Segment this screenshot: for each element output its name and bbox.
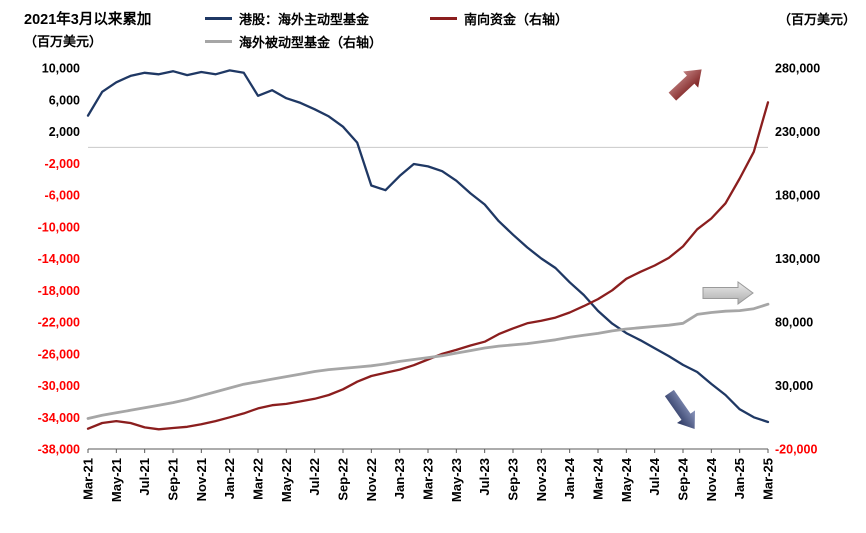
left-axis-label: 10,000 — [42, 62, 80, 76]
left-axis-label: -10,000 — [38, 220, 80, 234]
left-axis-label: -22,000 — [38, 316, 80, 330]
active-down-arrow — [664, 389, 696, 430]
x-axis-label: Jan-22 — [222, 458, 237, 499]
right-axis-label: 180,000 — [775, 189, 820, 203]
x-axis-label: Nov-21 — [194, 458, 209, 501]
right-axis-label: 280,000 — [775, 62, 820, 76]
x-axis-label: May-24 — [619, 457, 634, 502]
left-axis-label: 6,000 — [49, 93, 80, 107]
x-axis-label: Mar-23 — [421, 458, 436, 500]
x-axis-label: Sep-23 — [506, 458, 521, 501]
series-line-1 — [86, 101, 770, 431]
left-axis-label: -2,000 — [45, 157, 80, 171]
x-axis-label: Mar-22 — [251, 458, 266, 500]
passive-right-arrow — [702, 281, 754, 305]
series-line-0 — [86, 69, 770, 424]
left-axis-label: -14,000 — [38, 252, 80, 266]
southbound-up-arrow — [668, 69, 702, 101]
x-axis-label: Nov-23 — [534, 458, 549, 501]
x-axis-label: Nov-22 — [364, 458, 379, 501]
left-axis-label: -34,000 — [38, 411, 80, 425]
right-axis-label: 130,000 — [775, 252, 820, 266]
x-axis-label: Mar-25 — [761, 458, 776, 500]
x-axis-label: May-21 — [109, 458, 124, 502]
x-axis-label: Mar-24 — [591, 457, 606, 500]
x-axis-label: Jan-23 — [392, 458, 407, 499]
right-axis-label: 230,000 — [775, 125, 820, 139]
x-axis-label: Sep-22 — [336, 458, 351, 501]
x-axis-label: Jul-21 — [137, 458, 152, 496]
right-axis-label: -20,000 — [775, 443, 817, 457]
right-axis-unit-label: （百万美元） — [777, 12, 856, 27]
right-axis-label: 30,000 — [775, 379, 813, 393]
x-axis-label: Jul-23 — [477, 458, 492, 496]
left-axis-label: -18,000 — [38, 284, 80, 298]
x-axis-label: Jan-25 — [732, 458, 747, 499]
left-axis-label: -6,000 — [45, 189, 80, 203]
chart-title: 2021年3月以来累加 — [24, 12, 152, 28]
left-axis-label: -38,000 — [38, 443, 80, 457]
left-axis-unit-label: （百万美元） — [24, 34, 103, 49]
x-axis-label: Sep-24 — [676, 457, 691, 500]
series-line-2 — [86, 302, 770, 420]
x-axis-label: Jul-22 — [307, 458, 322, 496]
x-axis-label: Jul-24 — [647, 457, 662, 495]
x-axis-label: Nov-24 — [704, 457, 719, 501]
left-axis-label: -30,000 — [38, 379, 80, 393]
right-axis-label: 80,000 — [775, 316, 813, 330]
left-axis-label: -26,000 — [38, 347, 80, 361]
left-axis-label: 2,000 — [49, 125, 80, 139]
x-axis-label: Jan-24 — [562, 457, 577, 499]
x-axis-label: May-22 — [279, 458, 294, 502]
x-axis-label: May-23 — [449, 458, 464, 502]
x-axis-label: Sep-21 — [166, 458, 181, 501]
x-axis-label: Mar-21 — [81, 458, 96, 500]
